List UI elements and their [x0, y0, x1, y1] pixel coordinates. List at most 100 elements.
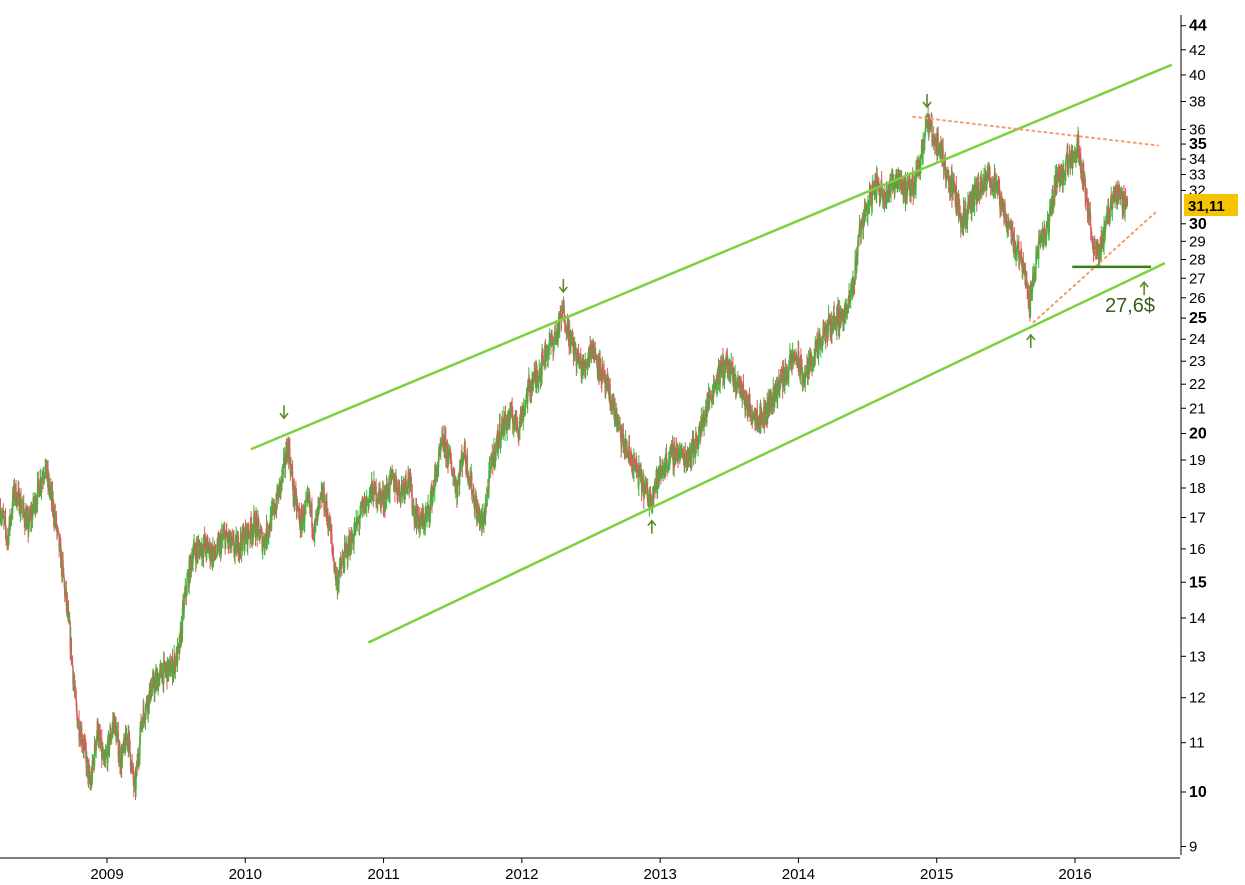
- candle-body: [160, 666, 163, 677]
- candle-body: [959, 212, 961, 220]
- candle-body: [714, 385, 716, 388]
- candle-body: [132, 765, 134, 768]
- candle-body: [491, 454, 493, 462]
- candle-body: [525, 400, 527, 402]
- candle-body: [153, 676, 155, 689]
- candle-body: [149, 683, 152, 700]
- candle-body: [28, 513, 30, 528]
- candle-body: [76, 706, 78, 716]
- candle-body: [979, 182, 981, 199]
- candle-body: [804, 374, 807, 382]
- candle-body: [1059, 179, 1062, 188]
- candle-body: [432, 487, 434, 493]
- candle-body: [406, 488, 408, 490]
- candle-body: [1087, 208, 1090, 219]
- candle-body: [33, 498, 35, 508]
- candle-body: [472, 490, 475, 494]
- candle-body: [1045, 240, 1047, 245]
- candle-body: [138, 759, 140, 761]
- candle-body: [764, 416, 766, 423]
- candle-body: [458, 466, 461, 486]
- candle-body: [802, 373, 804, 382]
- candle-body: [207, 545, 210, 554]
- candle-body: [440, 445, 442, 451]
- candle-body: [90, 775, 92, 788]
- candle-body: [589, 345, 591, 356]
- candle-body: [796, 357, 798, 362]
- candle-body: [471, 474, 473, 496]
- candle-body: [720, 361, 722, 375]
- candle-body: [1039, 236, 1041, 239]
- candle-body: [630, 458, 632, 462]
- candle-body: [351, 532, 353, 542]
- candle-body: [198, 544, 200, 548]
- candle-body: [718, 367, 720, 369]
- candle-body: [424, 514, 427, 526]
- candle-body: [370, 481, 373, 496]
- candle-body: [159, 667, 162, 670]
- candle-body: [394, 489, 397, 492]
- candle-body: [733, 375, 736, 386]
- candle-body: [522, 412, 524, 422]
- candle-body: [940, 144, 943, 146]
- candle-body: [632, 470, 635, 474]
- candle-body: [135, 772, 137, 790]
- candle-body: [628, 446, 631, 452]
- dotted-resistance-line: [912, 115, 1159, 147]
- candle-body: [586, 362, 589, 368]
- candle-body: [856, 251, 858, 271]
- candle-body: [490, 453, 492, 470]
- candle-body: [460, 464, 462, 473]
- candle-body: [63, 581, 66, 595]
- candle-body: [604, 372, 606, 388]
- candle-body: [253, 514, 255, 528]
- candle-body: [88, 767, 90, 770]
- candle-body: [247, 525, 249, 545]
- candle-body: [435, 468, 438, 474]
- candle-body: [710, 397, 713, 399]
- candle-body: [57, 530, 60, 534]
- candle-body: [25, 517, 28, 530]
- candle-body: [630, 461, 633, 463]
- candle-body: [1015, 254, 1017, 257]
- candle-body: [591, 344, 593, 350]
- candle-body: [278, 482, 281, 498]
- candle-body: [701, 424, 704, 428]
- candle-body: [26, 514, 28, 518]
- candle-body: [646, 484, 648, 489]
- candle-body: [461, 455, 463, 457]
- candle-body: [628, 446, 630, 460]
- candle-body: [518, 429, 521, 435]
- candle-body: [20, 498, 22, 512]
- candle-body: [94, 750, 97, 752]
- candle-body: [23, 511, 26, 522]
- candle-body: [262, 543, 264, 552]
- candle-body: [537, 380, 539, 386]
- candle-body: [422, 516, 425, 527]
- candle-body: [303, 521, 305, 525]
- candle-body: [250, 518, 252, 528]
- candle-body: [18, 490, 20, 492]
- candle-body: [1084, 179, 1086, 197]
- candle-body: [327, 518, 329, 529]
- candle-body: [228, 539, 231, 544]
- candle-body: [274, 511, 276, 514]
- candle-body: [960, 219, 963, 227]
- candle-body: [794, 355, 797, 357]
- candle-body: [8, 529, 10, 544]
- candle-body: [296, 505, 299, 508]
- candle-body: [258, 529, 261, 541]
- candle-body: [1018, 242, 1020, 258]
- candle-body: [343, 545, 346, 568]
- candle-body: [447, 449, 450, 464]
- candle-body: [1090, 229, 1093, 239]
- candle-body: [947, 170, 949, 172]
- candle-body: [889, 191, 892, 193]
- candle-body: [616, 408, 618, 427]
- candle-body: [776, 384, 779, 399]
- candle-body: [293, 484, 295, 503]
- candle-body: [901, 184, 903, 187]
- candle-body: [697, 447, 699, 449]
- candle-body: [1035, 253, 1037, 270]
- candle-body: [238, 547, 241, 556]
